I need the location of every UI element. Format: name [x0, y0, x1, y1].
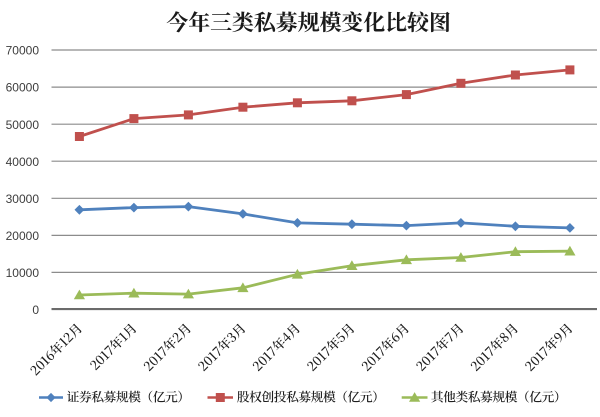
svg-text:60000: 60000 — [6, 81, 40, 95]
svg-text:20000: 20000 — [6, 229, 40, 243]
svg-text:50000: 50000 — [6, 118, 40, 132]
svg-text:70000: 70000 — [6, 44, 40, 58]
svg-text:30000: 30000 — [6, 192, 40, 206]
svg-text:10000: 10000 — [6, 266, 40, 280]
svg-text:40000: 40000 — [6, 155, 40, 169]
svg-text:0: 0 — [32, 303, 39, 317]
